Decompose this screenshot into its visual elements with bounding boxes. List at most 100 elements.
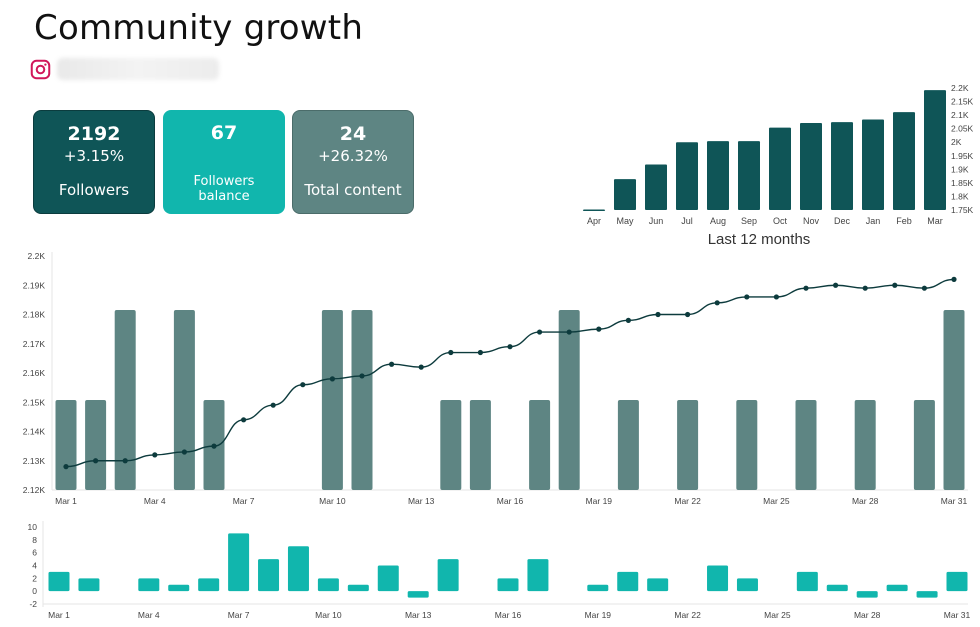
balance-bar <box>78 578 100 592</box>
balance-bar <box>826 584 848 592</box>
y-tick-label: 1.75K <box>951 205 974 215</box>
content-bar <box>114 310 136 490</box>
followers-point <box>744 294 750 300</box>
y-tick-label: 2K <box>951 137 962 147</box>
y-tick-label: 2.17K <box>23 339 46 349</box>
balance-bar <box>856 591 878 598</box>
y-tick-label: 2.18K <box>23 310 46 320</box>
content-bar <box>55 400 77 490</box>
y-tick-label: 2.15K <box>23 397 46 407</box>
followers-point <box>418 364 424 370</box>
followers-point <box>951 276 957 282</box>
balance-bar <box>347 584 369 592</box>
x-tick-label: Oct <box>773 216 788 226</box>
balance-bar <box>886 584 908 592</box>
followers-point <box>63 464 69 470</box>
content-bar <box>913 400 935 490</box>
monthly-bar <box>614 179 636 210</box>
content-bar <box>85 400 107 490</box>
followers-point <box>803 285 809 291</box>
x-tick-label: Mar 25 <box>764 610 791 620</box>
content-bar <box>351 310 373 490</box>
x-tick-label: Mar 10 <box>319 496 346 506</box>
total-content-value: 24 <box>339 123 367 145</box>
x-tick-label: Mar 4 <box>144 496 166 506</box>
y-tick-label: 6 <box>32 548 37 558</box>
followers-point <box>596 326 602 332</box>
x-tick-label: Jan <box>866 216 881 226</box>
y-tick-label: 2.16K <box>23 368 46 378</box>
followers-line <box>65 278 955 468</box>
x-tick-label: Mar 19 <box>586 496 613 506</box>
followers-point <box>211 443 217 449</box>
y-tick-label: 2.05K <box>951 124 974 134</box>
y-tick-label: 2.12K <box>23 485 46 495</box>
x-tick-label: Feb <box>896 216 912 226</box>
x-tick-label: Mar 16 <box>495 610 522 620</box>
monthly-bar <box>769 127 791 210</box>
followers-point <box>685 311 691 318</box>
followers-point <box>270 402 276 408</box>
balance-bar <box>796 571 818 592</box>
followers-point <box>300 382 306 388</box>
y-tick-label: 2.15K <box>951 97 974 107</box>
y-tick-label: 2.19K <box>23 280 46 290</box>
monthly-bar <box>893 112 915 210</box>
page-title: Community growth <box>34 8 364 48</box>
balance-bar <box>587 584 609 592</box>
followers-point <box>93 458 99 464</box>
balance-bar <box>287 546 309 592</box>
balance-bar <box>138 578 160 592</box>
monthly-bar <box>583 209 605 211</box>
balance-bar <box>377 565 399 592</box>
x-tick-label: Mar 1 <box>55 496 77 506</box>
monthly-bar <box>862 119 884 210</box>
x-tick-label: Aug <box>710 216 726 226</box>
followers-balance-card: 67 Followers balance <box>163 110 285 214</box>
y-tick-label: 2 <box>32 573 37 583</box>
content-bar <box>529 400 551 490</box>
balance-bar <box>916 591 938 598</box>
followers-card: 2192 +3.15% Followers <box>33 110 155 214</box>
x-tick-label: Apr <box>587 216 601 226</box>
x-tick-label: Sep <box>741 216 757 226</box>
balance-bar <box>258 559 280 592</box>
x-tick-label: Mar 28 <box>852 496 879 506</box>
x-tick-label: Mar 25 <box>763 496 790 506</box>
followers-point <box>507 344 513 350</box>
total-content-percent: +26.32% <box>318 147 388 165</box>
content-bar <box>173 310 195 490</box>
content-bar <box>440 400 462 490</box>
followers-label: Followers <box>58 181 130 199</box>
x-tick-label: Mar 4 <box>138 610 160 620</box>
content-bar <box>558 310 580 490</box>
followers-point <box>773 294 780 300</box>
followers-point <box>359 373 365 379</box>
y-tick-label: 0 <box>32 586 37 596</box>
followers-point <box>537 329 543 335</box>
y-tick-label: -2 <box>29 599 37 609</box>
balance-bar <box>527 559 549 592</box>
followers-point <box>655 311 661 318</box>
followers-value: 2192 <box>67 123 121 145</box>
x-tick-label: Mar 22 <box>674 610 701 620</box>
x-tick-label: Jun <box>649 216 664 226</box>
followers-percent: +3.15% <box>63 147 125 165</box>
followers-point <box>921 285 928 291</box>
monthly-followers-chart: Apr May Jun Jul Aug Sep Oct Nov Dec Jan Feb Mar 1.75… <box>583 83 974 248</box>
followers-balance-label: Followers balance <box>193 174 255 204</box>
y-tick-label: 8 <box>32 535 37 545</box>
balance-bar <box>617 571 639 592</box>
monthly-bar <box>676 142 698 210</box>
chart-title: Last 12 months <box>708 231 811 248</box>
followers-point <box>833 282 839 288</box>
balance-bar <box>707 565 729 592</box>
y-tick-label: 1.95K <box>951 151 974 161</box>
content-bar <box>854 400 876 490</box>
balance-bar <box>317 578 339 592</box>
followers-balance-value: 67 <box>210 122 238 144</box>
balance-bar <box>437 559 459 592</box>
y-tick-label: 2.1K <box>951 110 969 120</box>
x-tick-label: Mar 1 <box>48 610 70 620</box>
y-tick-label: 2.2K <box>951 83 969 93</box>
